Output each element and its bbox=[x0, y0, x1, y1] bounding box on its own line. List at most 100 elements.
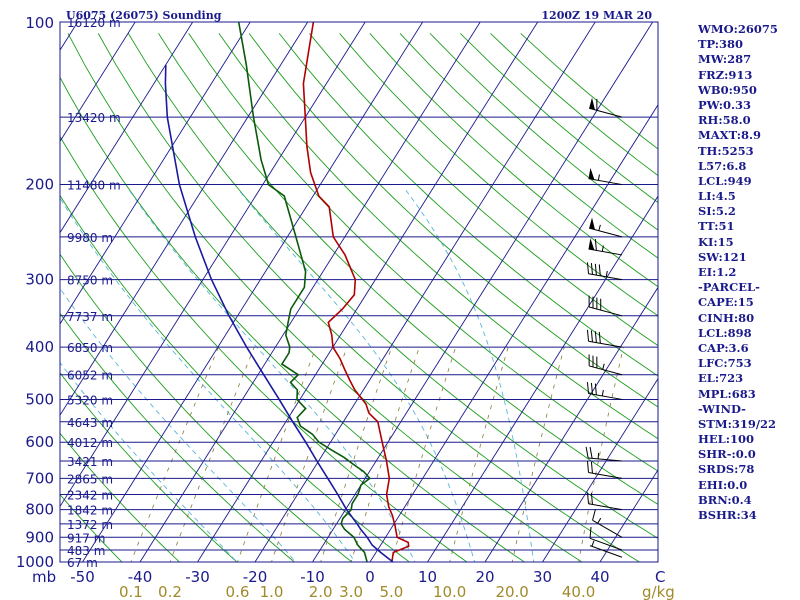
mixing-ratio-tick-label: 10.0 bbox=[433, 583, 466, 600]
dry-adiabat-line bbox=[369, 33, 658, 288]
parcel-trace bbox=[164, 64, 394, 562]
wind-barb-flag bbox=[589, 97, 595, 110]
mixing-ratio-line bbox=[130, 346, 219, 562]
isotherm-line bbox=[196, 22, 539, 562]
height-tick-label: 483 m bbox=[67, 544, 105, 558]
wind-barb-staff bbox=[588, 273, 623, 281]
pressure-tick-label: 600 bbox=[25, 433, 54, 451]
wind-barb bbox=[586, 329, 623, 348]
mixing-ratio-tick-label: 3.0 bbox=[339, 583, 363, 600]
wind-barb-full bbox=[586, 461, 590, 473]
wind-barb bbox=[589, 540, 623, 558]
dry-adiabat-line bbox=[158, 33, 658, 505]
dry-adiabat-line bbox=[97, 33, 641, 562]
isotherm-line bbox=[541, 377, 658, 562]
height-tick-label: 3421 m bbox=[67, 455, 113, 469]
wind-barb-staff bbox=[589, 306, 623, 317]
sounding-index: KI:15 bbox=[698, 234, 734, 249]
wind-barb-staff bbox=[588, 393, 623, 400]
wind-barb-staff bbox=[588, 457, 623, 462]
sounding-index: SHR-:0.0 bbox=[698, 447, 756, 462]
wind-barb-full bbox=[598, 331, 601, 344]
sounding-index: -WIND- bbox=[698, 401, 746, 416]
isotherm-line bbox=[60, 22, 251, 325]
isotherm-line bbox=[369, 104, 658, 562]
wind-barb-staff bbox=[588, 471, 623, 479]
wind-barb bbox=[586, 382, 623, 400]
height-tick-label: 16120 m bbox=[67, 16, 121, 30]
wind-barb bbox=[589, 217, 623, 238]
wind-barb-half bbox=[597, 452, 600, 459]
mixing-ratio-tick-label: 1.0 bbox=[260, 583, 284, 600]
mixing-ratio-line bbox=[237, 346, 317, 562]
dry-adiabat-line bbox=[399, 33, 658, 259]
temperature-tick-label: -50 bbox=[70, 568, 95, 586]
isotherm-line bbox=[60, 22, 194, 234]
dry-adiabat-line bbox=[67, 33, 583, 562]
isotherm-line bbox=[426, 195, 658, 562]
plot-frame bbox=[59, 21, 659, 563]
mixing-ratio-line bbox=[350, 346, 420, 562]
height-tick-label: 8750 m bbox=[67, 274, 113, 288]
moist-adiabat-line bbox=[60, 361, 238, 562]
pressure-tick-label: 500 bbox=[25, 390, 54, 408]
temperature-tick-label: -20 bbox=[243, 568, 268, 586]
mixing-ratio-line bbox=[169, 346, 255, 562]
dry-adiabat-line bbox=[60, 432, 181, 562]
isotherm-line bbox=[599, 469, 658, 562]
wind-barbs bbox=[585, 97, 623, 558]
sounding-index: TT:51 bbox=[698, 219, 735, 234]
mixing-ratio-tick-label: 20.0 bbox=[495, 583, 528, 600]
wind-barb-full bbox=[590, 263, 593, 275]
wind-barb-full bbox=[592, 509, 596, 521]
height-tick-label: 4012 m bbox=[67, 436, 113, 450]
sounding-index: LCL:898 bbox=[698, 325, 752, 340]
wind-barb-flag bbox=[588, 238, 595, 251]
wind-barb-half bbox=[601, 389, 604, 397]
sounding-index: EHI:0.0 bbox=[698, 477, 748, 492]
dry-adiabat-line bbox=[60, 76, 526, 562]
dry-adiabat-line bbox=[127, 33, 658, 540]
title-left: U6075 (26075) Sounding bbox=[66, 9, 222, 22]
dry-adiabat-line bbox=[248, 33, 658, 408]
dry-adiabat-line bbox=[309, 33, 658, 347]
sounding-index: WB0:950 bbox=[698, 82, 757, 97]
height-tick-label: 67 m bbox=[67, 556, 98, 570]
sounding-index: FRZ:913 bbox=[698, 67, 753, 82]
wind-barb-full bbox=[586, 329, 590, 342]
wind-barb-half bbox=[598, 224, 601, 231]
wind-barb-full bbox=[586, 492, 590, 504]
isotherm-line bbox=[311, 22, 654, 562]
mixing-ratio-tick-label: 0.2 bbox=[158, 583, 182, 600]
sounding-index: L57:6.8 bbox=[698, 158, 747, 173]
mixing-ratio-line bbox=[511, 346, 565, 562]
pressure-tick-label: 400 bbox=[25, 338, 54, 356]
pressure-tick-label: 300 bbox=[25, 271, 54, 289]
sounding-index: SI:5.2 bbox=[698, 204, 736, 219]
dry-adiabat-line bbox=[60, 312, 296, 562]
height-tick-label: 13420 m bbox=[67, 111, 121, 125]
title-right: 1200Z 19 MAR 20 bbox=[541, 9, 652, 22]
isotherm-line bbox=[81, 22, 424, 562]
sounding-index: LI:4.5 bbox=[698, 189, 736, 204]
dewpoint-trace bbox=[237, 22, 371, 562]
pressure-tick-label: 900 bbox=[25, 528, 54, 546]
wind-barb-half bbox=[602, 363, 605, 370]
wind-barb-staff bbox=[589, 365, 623, 376]
wind-barb-staff bbox=[589, 545, 623, 558]
height-tick-label: 2342 m bbox=[67, 489, 113, 503]
wind-barb-staff bbox=[588, 503, 623, 511]
dry-adiabat-lines bbox=[60, 33, 658, 562]
wind-barb bbox=[586, 461, 623, 479]
wind-barb bbox=[586, 492, 623, 511]
moist-adiabat-line bbox=[405, 190, 535, 562]
wind-barb bbox=[588, 238, 623, 256]
isotherm-line bbox=[254, 22, 596, 562]
height-tick-label: 6052 m bbox=[67, 369, 113, 383]
height-tick-label: 1372 m bbox=[67, 518, 113, 532]
wind-barb-flag bbox=[589, 217, 595, 230]
height-tick-label: 917 m bbox=[67, 531, 105, 545]
temperature-tick-label: 30 bbox=[533, 568, 552, 586]
isotherm-line bbox=[60, 22, 366, 508]
sounding-index: MAXT:8.9 bbox=[698, 128, 761, 143]
